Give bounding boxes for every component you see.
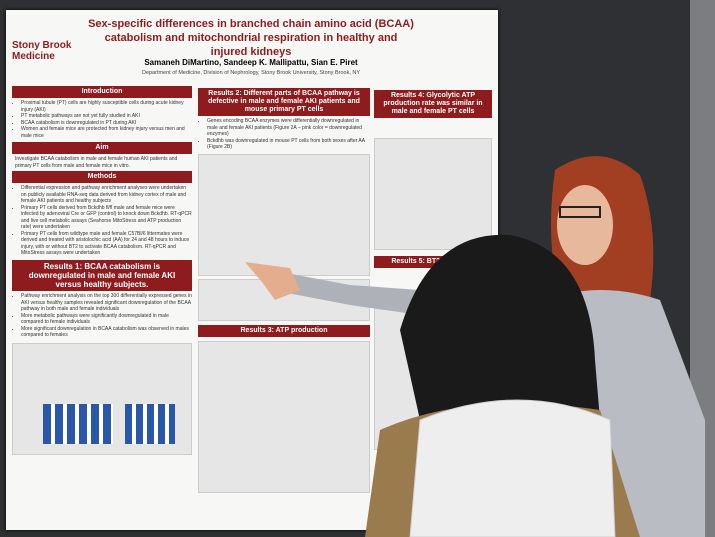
bullet: More metabolic pathways were significant…	[21, 313, 192, 326]
section-heading: Results 4: Glycolytic ATP production rat…	[374, 90, 492, 119]
section-heading: Results 3: ATP production	[198, 324, 370, 337]
bullet: Differential expression and pathway enri…	[21, 185, 192, 205]
logo: Stony Brook Medicine	[12, 40, 72, 62]
bullet: PT metabolic pathways are not yet fully …	[21, 113, 192, 120]
bullet-list: Differential expression and pathway enri…	[12, 185, 192, 257]
backpack	[409, 399, 616, 537]
section-heading: Aim	[12, 142, 192, 155]
section-heading: Results 2: Different parts of BCAA pathw…	[198, 88, 370, 117]
section-heading: Results 1: BCAA catabolism is downregula…	[12, 259, 192, 292]
presenter-face	[557, 185, 613, 265]
bullet: BCAA catabolism is downregulated in PT d…	[21, 120, 192, 127]
glasses	[559, 206, 601, 218]
section-heading: Introduction	[12, 86, 192, 99]
aim-text: Investigate BCAA catabolism in male and …	[15, 156, 178, 169]
bullet: Primary PT cells derived from Bckdhb fl/…	[21, 205, 192, 231]
section-heading: Methods	[12, 171, 192, 184]
figure	[12, 342, 192, 455]
bullet-list: Genes encoding BCAA enzymes were differe…	[198, 118, 370, 151]
figure	[198, 340, 370, 493]
bullet: Proximal tubule (PT) cells are highly su…	[21, 100, 192, 113]
heatmap	[43, 403, 113, 444]
hand	[245, 262, 300, 300]
bullet: Women and female mice are protected from…	[21, 126, 192, 139]
bullet: Bckdhb was downregulated in mouse PT cel…	[207, 138, 370, 151]
visitor-hair	[400, 234, 600, 420]
bullet: Genes encoding BCAA enzymes were differe…	[207, 118, 370, 138]
authors: Samaneh DiMartino, Sandeep K. Mallipattu…	[144, 58, 358, 67]
column-1: Introduction Proximal tubule (PT) cells …	[12, 86, 192, 455]
heatmap	[125, 403, 175, 444]
column-2: Results 2: Different parts of BCAA pathw…	[198, 88, 370, 493]
figure	[374, 138, 492, 251]
bullet: More significant downregulation in BCAA …	[21, 326, 192, 339]
bullet-list: Pathway enrichment analysis on the top 3…	[12, 293, 192, 339]
affiliation: Department of Medicine, Division of Neph…	[141, 70, 361, 76]
poster-title: Sex-specific differences in branched cha…	[88, 18, 414, 58]
bullet: Primary PT cells from wildtype male and …	[21, 231, 192, 257]
bullet-list: Proximal tubule (PT) cells are highly su…	[12, 100, 192, 139]
bullet: Pathway enrichment analysis on the top 3…	[21, 293, 192, 313]
pathway-figure	[198, 153, 370, 276]
